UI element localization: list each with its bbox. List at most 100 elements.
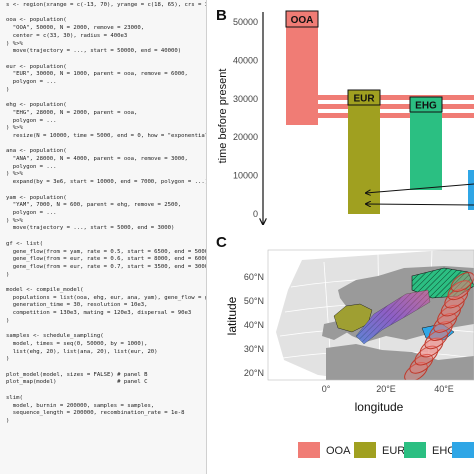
ehg-bar [410,104,442,190]
code-line: s <- region(xrange = c(-13, 70), yrange … [6,2,207,8]
panel-b-ylabel: time before present [217,69,229,164]
code-line: competition = 130e3, mating = 120e3, dis… [6,310,192,317]
code-line: polygon = ... [6,163,57,170]
ooa-label: OOA [285,10,319,28]
ooa-trajectory [404,272,474,380]
ooa-trajectory-ring [409,353,434,374]
ooa-ana-connector [318,113,474,118]
ooa-trajectory-ring [428,321,453,342]
panel-c-ytick-label: 40°N [244,320,264,330]
panel-c-xtick-label: 0° [322,384,331,394]
code-line: model <- compile_model( [6,287,84,294]
code-line: center = c(33, 30), radius = 400e3 [6,32,128,39]
panel-b-model-timeline: time before present 0 10000 20000 30000 4000… [217,10,474,232]
code-line: "EHG", 28000, N = 2000, parent = ooa, [6,109,138,116]
code-line: ehg <- population( [6,102,67,109]
eur-region [333,303,373,333]
code-line: polygon = ... [6,117,57,124]
code-line: expand(by = 3e6, start = 10000, end = 70… [6,179,207,186]
svg-text:EHG: EHG [415,101,437,112]
ooa-trajectory-ring [450,272,474,292]
legend-swatch [452,442,474,458]
svg-text:OOA: OOA [291,15,314,26]
code-line: move(trajectory = ..., start = 5000, end… [6,225,175,232]
legend: OOA EUR EHG [298,442,474,458]
ooa-trajectory-ring [419,337,444,358]
code-line: sequence_length = 200000, recombination_… [6,410,185,417]
gene-flow-arrow-1 [366,183,474,193]
eur-label: EUR [347,89,381,106]
code-line: "EUR", 30000, N = 1000, parent = ooa, re… [6,71,188,78]
code-line: populations = list(ooa, ehg, eur, ana, y… [6,294,207,301]
legend-label: OOA [326,445,351,457]
panel-c-ytick-label: 20°N [244,368,264,378]
panel-b-ytick-label: 50000 [233,17,258,27]
code-line: gene_flow(from = eur, rate = 0.6, start … [6,256,207,263]
legend-label: EUR [382,445,405,457]
code-line: list(ehg, 20), list(ana, 20), list(eur, … [6,348,158,355]
code-line: generation_time = 30, resolution = 10e3, [6,302,148,309]
code-line: polygon = ... [6,209,57,216]
code-line: plot_map(model) # panel C [6,379,148,386]
africa-land [326,344,474,380]
code-line: "OOA", 50000, N = 2000, remove = 23000, [6,25,145,32]
code-line: resize(N = 10000, time = 5000, end = 0, … [6,132,207,139]
svg-text:EUR: EUR [353,94,375,105]
ooa-ehg-connector [318,104,474,109]
code-line: samples <- schedule_sampling( [6,333,104,340]
panel-c-ytick-label: 30°N [244,344,264,354]
panel-c-letter: C [216,234,227,251]
ooa-trajectory-ring [447,280,472,301]
panel-b-letter: B [216,7,227,24]
ooa-trajectory-ring [404,362,428,380]
panel-b-ytick-label: 40000 [233,55,258,65]
panel-c-map: latitude longitude 20°N30°N40°N50°N60°N … [225,249,474,458]
ooa-trajectory-ring [424,329,449,350]
legend-swatch [354,442,376,458]
panel-c-x-axis: 0° 20°E 40°E [322,384,454,394]
code-line: ) [6,317,10,324]
code-line: eur <- population( [6,63,67,70]
code-line: gf <- list( [6,240,44,247]
panel-c-ytick-label: 60°N [244,272,264,282]
panel-b-ytick-label: 0 [253,209,258,219]
code-line: ) %>% [6,125,23,132]
code-line: "YAM", 7000, N = 600, parent = ehg, remo… [6,202,182,209]
code-line: ana <- population( [6,148,67,155]
code-line: ) [6,417,10,424]
panel-c-ylabel: latitude [225,296,239,335]
eur-bar [348,96,380,214]
code-line: ) [6,86,10,93]
ooa-trajectory-ring [440,296,465,317]
code-listing-panel: s <- region(xrange = c(-13, 70), yrange … [0,0,207,474]
code-line: slim( [6,394,23,401]
panel-b-ytick-label: 30000 [233,94,258,104]
panel-b-y-axis: 0 10000 20000 30000 40000 50000 [233,17,258,219]
ooa-trajectory-ring [414,345,439,366]
code-line: ) %>% [6,217,23,224]
ooa-trajectory-ring [437,304,461,325]
panel-b-ytick-label: 20000 [233,132,258,142]
panel-c-xtick-label: 20°E [376,384,396,394]
panel-c-y-axis: 20°N 30°N 40°N 50°N 60°N [244,272,264,378]
ooa-eur-connector [318,95,474,100]
ooa-bar [286,22,318,125]
map-frame [267,249,474,381]
code-line: ) %>% [6,40,23,47]
code-line: gene_flow(from = eur, rate = 0.7, start … [6,263,207,270]
legend-label: EHG [432,445,456,457]
code-line: ooa <- population( [6,17,67,24]
code-line: model, burnin = 200000, samples = sample… [6,402,155,409]
code-line: move(trajectory = ..., start = 50000, en… [6,48,182,55]
legend-swatch [298,442,320,458]
ana-bar-partial [468,170,474,210]
code-listing: s <- region(xrange = c(-13, 70), yrange … [0,0,206,426]
legend-swatch [404,442,426,458]
panel-c-ytick-label: 50°N [244,296,264,306]
code-line: ) [6,356,10,363]
code-line: ) %>% [6,171,23,178]
code-line: plot_model(model, sizes = FALSE) # panel… [6,371,148,378]
code-line: model, times = seq(0, 50000, by = 1000), [6,340,148,347]
panel-c-xlabel: longitude [355,400,404,414]
gene-flow-arrow-2 [366,204,474,205]
